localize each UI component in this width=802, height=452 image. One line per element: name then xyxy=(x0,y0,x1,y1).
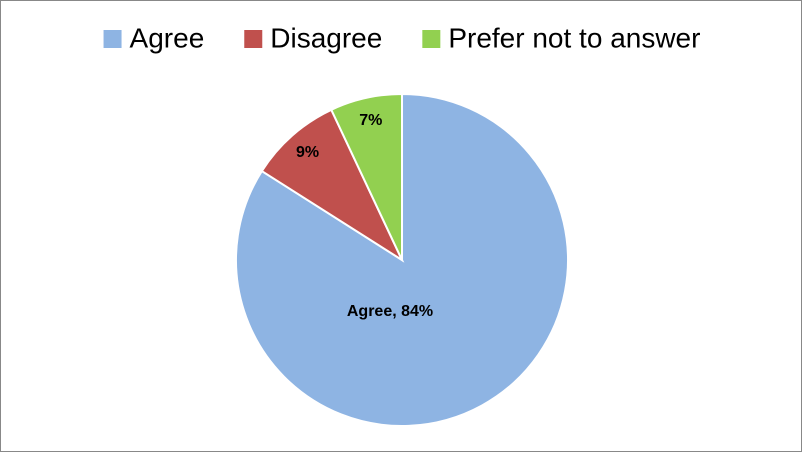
legend: Agree Disagree Prefer not to answer xyxy=(103,22,700,53)
data-label: 9% xyxy=(296,144,319,161)
legend-label: Disagree xyxy=(270,22,382,53)
legend-swatch xyxy=(244,30,263,48)
data-label: 7% xyxy=(359,112,382,129)
pie-slice xyxy=(329,92,403,261)
legend-swatch xyxy=(422,30,441,48)
legend-swatch xyxy=(103,30,122,48)
legend-label: Prefer not to answer xyxy=(448,22,700,53)
pie-slice xyxy=(260,108,405,263)
legend-label: Agree xyxy=(130,22,205,53)
data-label: Agree, 84% xyxy=(347,303,433,320)
